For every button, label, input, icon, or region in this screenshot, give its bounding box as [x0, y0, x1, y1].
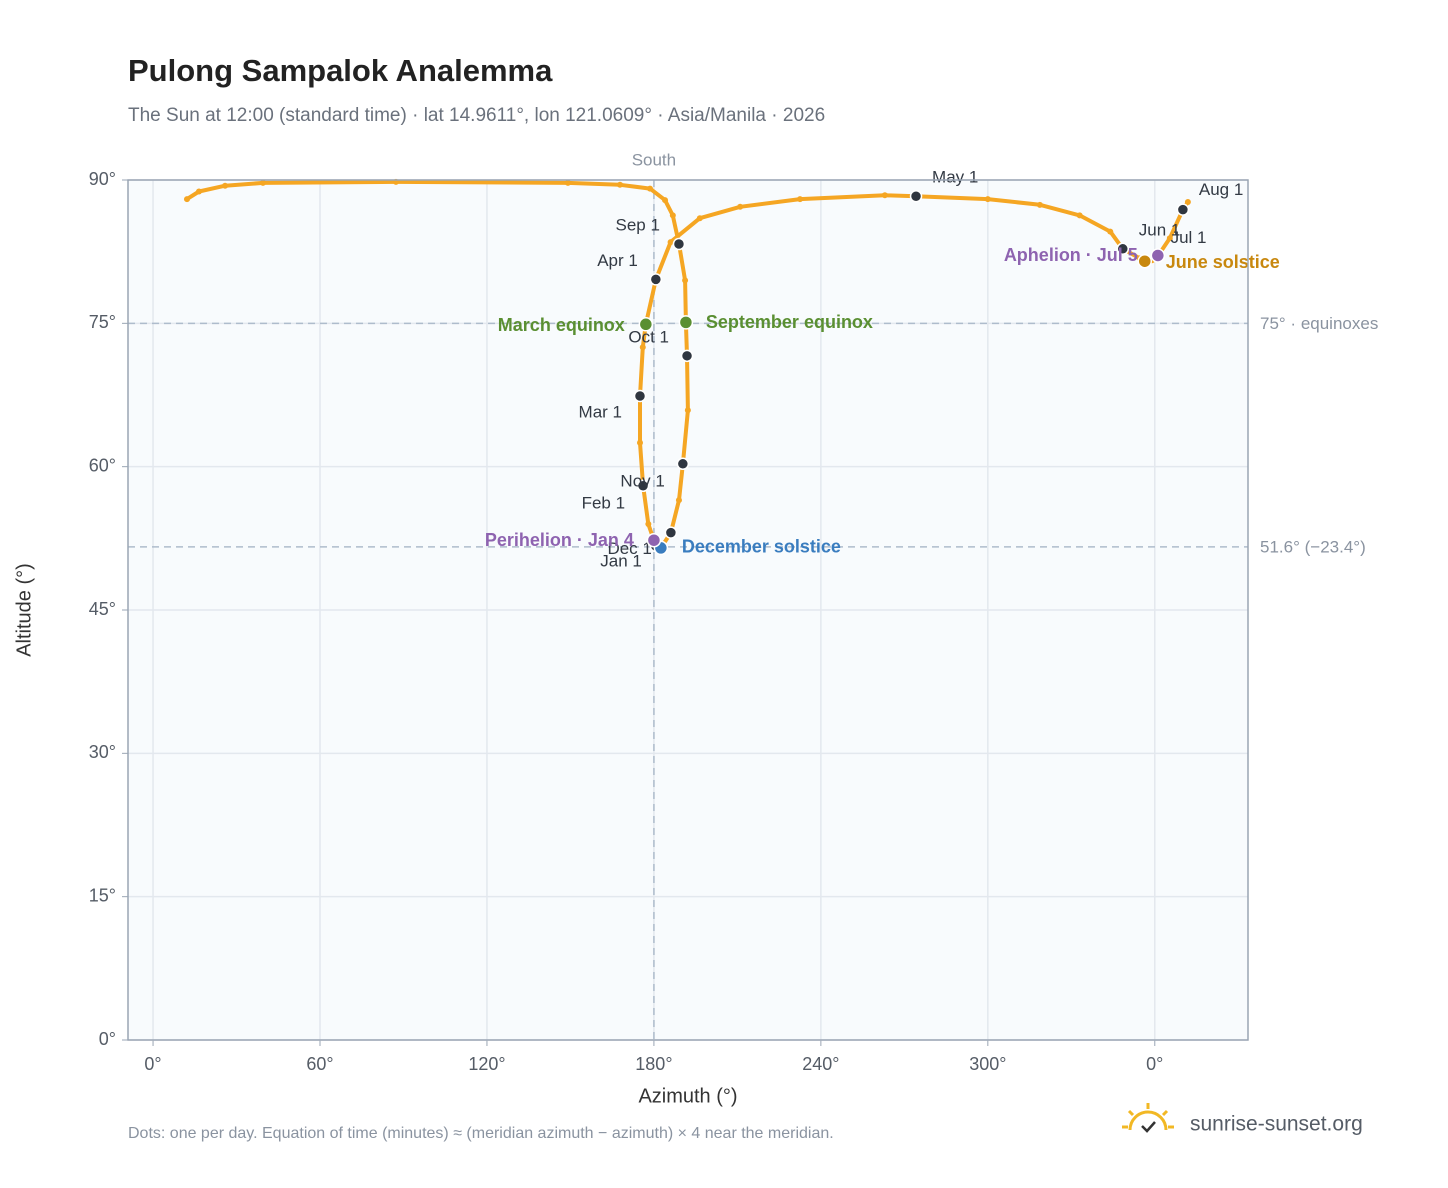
month-label: Jun 1 — [1139, 220, 1181, 239]
x-tick-label: 0° — [1146, 1054, 1163, 1074]
month-label: Dec 1 — [607, 539, 651, 558]
meridian-label: South — [632, 150, 676, 169]
event-label: June solstice — [1166, 252, 1280, 272]
brand-icon — [1122, 1103, 1174, 1133]
event-label: Aphelion · Jul 5 — [1004, 245, 1138, 265]
month-marker — [676, 457, 690, 471]
day-dot — [682, 277, 689, 284]
event-label: March equinox — [498, 315, 625, 335]
month-label: Jan 1 — [600, 551, 642, 570]
x-tick-label: 240° — [802, 1054, 839, 1074]
month-marker — [1116, 242, 1130, 256]
month-label: Apr 1 — [597, 251, 638, 270]
month-label: Sep 1 — [616, 216, 660, 235]
y-tick-label: 15° — [89, 885, 116, 905]
reference-label: 51.6° (−23.4°) — [1260, 537, 1366, 556]
day-dot — [647, 185, 654, 192]
y-tick-label: 60° — [89, 455, 116, 475]
event-marker — [678, 315, 694, 330]
day-dot — [1184, 198, 1191, 205]
day-dot — [881, 192, 888, 199]
month-marker — [680, 349, 694, 363]
day-dot — [684, 407, 691, 414]
month-marker — [649, 273, 663, 286]
day-dot — [667, 239, 674, 246]
month-label: Mar 1 — [579, 402, 622, 421]
month-marker — [636, 479, 650, 493]
month-label: Oct 1 — [628, 327, 669, 346]
day-dot — [564, 179, 571, 186]
x-tick-label: 120° — [468, 1054, 505, 1074]
x-tick-label: 60° — [306, 1054, 333, 1074]
event-marker — [646, 532, 662, 548]
month-label: May 1 — [932, 168, 978, 187]
event-label: Perihelion · Jan 4 — [485, 530, 634, 550]
month-label: Feb 1 — [582, 493, 625, 512]
day-dot — [195, 188, 202, 195]
day-dot — [737, 203, 744, 210]
month-marker — [664, 526, 678, 539]
day-dot — [797, 196, 803, 203]
event-marker — [1137, 253, 1153, 269]
footnote: Dots: one per day. Equation of time (min… — [128, 1125, 834, 1142]
month-label: Jul 1 — [1171, 228, 1207, 247]
month-label: Nov 1 — [620, 471, 664, 490]
month-marker — [1176, 203, 1190, 216]
y-tick-label: 90° — [89, 169, 116, 189]
brand: sunrise-sunset.org — [1190, 1113, 1363, 1136]
day-dot — [616, 181, 623, 188]
event-marker — [1150, 248, 1166, 263]
month-marker — [672, 237, 686, 251]
y-tick-label: 30° — [89, 742, 116, 762]
month-label: Aug 1 — [1199, 180, 1243, 199]
day-dot — [1036, 201, 1043, 208]
day-dot — [1166, 235, 1173, 242]
y-tick-label: 45° — [89, 599, 116, 619]
x-tick-label: 300° — [969, 1054, 1006, 1074]
day-dot — [639, 344, 646, 351]
day-dot — [259, 179, 266, 186]
chart-subtitle: The Sun at 12:00 (standard time) · lat 1… — [128, 105, 825, 126]
y-tick-label: 75° — [89, 312, 116, 332]
day-dot — [675, 497, 682, 504]
day-dot — [662, 197, 669, 204]
month-marker — [909, 189, 923, 203]
day-dot — [183, 196, 190, 203]
y-axis-label: Altitude (°) — [13, 563, 35, 657]
day-dot — [645, 521, 652, 527]
reference-label: 75° · equinoxes — [1260, 314, 1378, 333]
x-tick-label: 180° — [635, 1054, 672, 1074]
event-label: September equinox — [706, 312, 873, 332]
plot-border — [127, 179, 1249, 1041]
day-dot — [984, 196, 991, 203]
day-dot — [1107, 228, 1114, 235]
x-axis-label: Azimuth (°) — [638, 1085, 737, 1107]
chart-title: Pulong Sampalok Analemma — [128, 53, 553, 88]
x-tick-label: 0° — [144, 1054, 161, 1074]
event-label: December solstice — [682, 537, 841, 557]
day-dot — [637, 439, 643, 446]
day-dot — [669, 212, 676, 219]
y-tick-label: 0° — [99, 1029, 116, 1049]
day-dot — [696, 215, 703, 222]
event-marker — [638, 317, 654, 332]
month-marker — [633, 389, 647, 403]
day-dot — [1076, 212, 1083, 219]
day-dot — [222, 182, 229, 189]
